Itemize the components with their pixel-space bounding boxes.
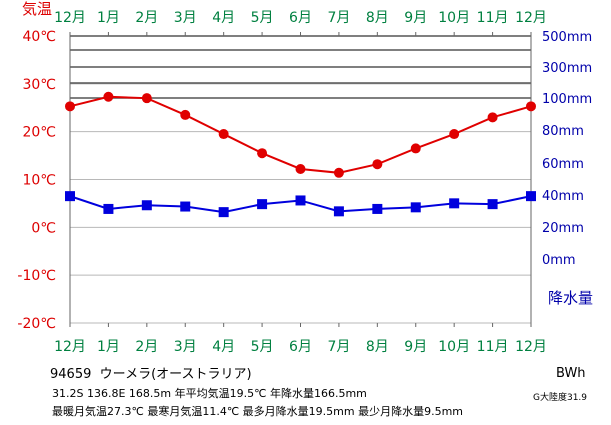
month-label-bottom: 7月 xyxy=(327,339,350,355)
station-info-line-1: 31.2S 136.8E 168.5m 年平均気温19.5℃ 年降水量166.5… xyxy=(52,387,367,400)
temperature-point xyxy=(410,143,421,154)
month-label-top: 7月 xyxy=(327,10,350,26)
month-label-bottom: 5月 xyxy=(251,339,274,355)
temperature-point xyxy=(180,109,191,120)
month-label-top: 11月 xyxy=(477,10,509,26)
temperature-point xyxy=(103,91,114,102)
right-tick-label: 20mm xyxy=(542,221,584,236)
month-label-bottom: 3月 xyxy=(174,339,197,355)
right-tick-label: 80mm xyxy=(542,124,584,139)
precipitation-point xyxy=(103,203,114,214)
precipitation-point xyxy=(257,199,268,210)
month-label-top: 1月 xyxy=(97,10,120,26)
month-label-top: 12月 xyxy=(54,10,86,26)
month-label-top: 4月 xyxy=(212,10,235,26)
precipitation-point xyxy=(295,195,306,206)
climate-classification: BWh xyxy=(556,366,586,381)
month-label-top: 12月 xyxy=(515,10,547,26)
temperature-point xyxy=(218,129,229,140)
left-tick-label: 0℃ xyxy=(31,220,56,236)
precipitation-point xyxy=(65,191,75,202)
month-label-bottom: 4月 xyxy=(212,339,235,355)
right-tick-label: 60mm xyxy=(542,157,584,172)
continentality-index: G大陸度31.9 xyxy=(533,393,588,403)
right-axis-title: 降水量 xyxy=(548,289,593,307)
right-tick-label: 100mm xyxy=(542,92,592,107)
station-name: ウーメラ(オーストラリア) xyxy=(99,367,252,382)
station-id: 94659 xyxy=(50,367,92,382)
precipitation-point xyxy=(372,203,383,214)
temperature-point xyxy=(295,163,306,174)
right-tick-label: 0mm xyxy=(542,253,576,268)
temperature-point xyxy=(257,148,268,159)
month-label-top: 6月 xyxy=(289,10,312,26)
precipitation-point xyxy=(180,201,191,212)
month-label-bottom: 8月 xyxy=(366,339,389,355)
month-label-top: 9月 xyxy=(404,10,427,26)
month-label-top: 8月 xyxy=(366,10,389,26)
month-label-top: 10月 xyxy=(438,10,470,26)
precipitation-point xyxy=(526,191,536,202)
precipitation-point xyxy=(218,207,229,218)
right-tick-label: 40mm xyxy=(542,189,584,204)
month-label-bottom: 11月 xyxy=(477,339,509,355)
month-label-top: 3月 xyxy=(174,10,197,26)
temperature-point xyxy=(449,129,460,140)
temperature-point xyxy=(333,167,344,178)
right-tick-label: 500mm xyxy=(542,30,592,45)
month-label-bottom: 10月 xyxy=(438,339,470,355)
left-tick-label: 10℃ xyxy=(22,173,56,189)
temperature-point xyxy=(372,159,383,170)
month-label-bottom: 9月 xyxy=(404,339,427,355)
left-tick-label: -10℃ xyxy=(17,268,56,284)
precipitation-point xyxy=(333,206,344,217)
left-tick-label: -20℃ xyxy=(17,316,56,332)
temperature-line xyxy=(69,95,532,174)
left-axis-title: 気温 xyxy=(22,0,52,18)
temperature-point xyxy=(141,93,152,104)
station-title: 94659 ウーメラ(オーストラリア) xyxy=(50,363,252,382)
month-label-bottom: 12月 xyxy=(515,339,547,355)
precipitation-point xyxy=(141,200,152,211)
left-tick-label: 40℃ xyxy=(22,29,56,45)
month-label-bottom: 12月 xyxy=(54,339,86,355)
temperature-point xyxy=(526,101,536,112)
left-tick-label: 20℃ xyxy=(22,125,56,141)
climate-chart: 12月 12月 1月 1月 2月 2月 3月 3月 4月 4月 5月 5月 6月 6月 7月 7月 8月 8月 9月… xyxy=(17,0,593,355)
precipitation-point xyxy=(487,199,498,210)
temperature-point xyxy=(487,112,498,123)
precipitation-point xyxy=(449,198,460,209)
month-label-top: 2月 xyxy=(135,10,158,26)
precipitation-point xyxy=(410,202,421,213)
month-label-top: 5月 xyxy=(251,10,274,26)
station-info-line-2: 最暖月気温27.3℃ 最寒月気温11.4℃ 最多月降水量19.5mm 最少月降水… xyxy=(52,405,464,418)
temperature-point xyxy=(65,101,75,112)
month-label-bottom: 6月 xyxy=(289,339,312,355)
left-tick-label: 30℃ xyxy=(22,77,56,93)
month-label-bottom: 1月 xyxy=(97,339,120,355)
right-tick-label: 300mm xyxy=(542,61,592,76)
month-label-bottom: 2月 xyxy=(135,339,158,355)
